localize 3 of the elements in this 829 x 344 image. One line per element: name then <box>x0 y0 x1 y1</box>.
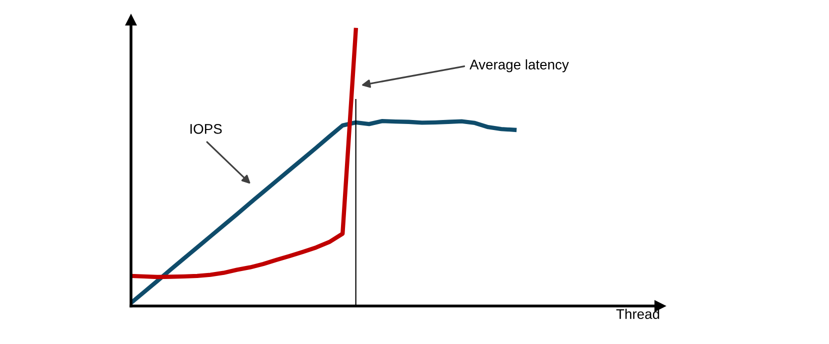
x-axis-title: Thread <box>616 308 660 319</box>
annotation: Average latency <box>470 59 569 72</box>
annotation: IOPS <box>190 124 222 134</box>
